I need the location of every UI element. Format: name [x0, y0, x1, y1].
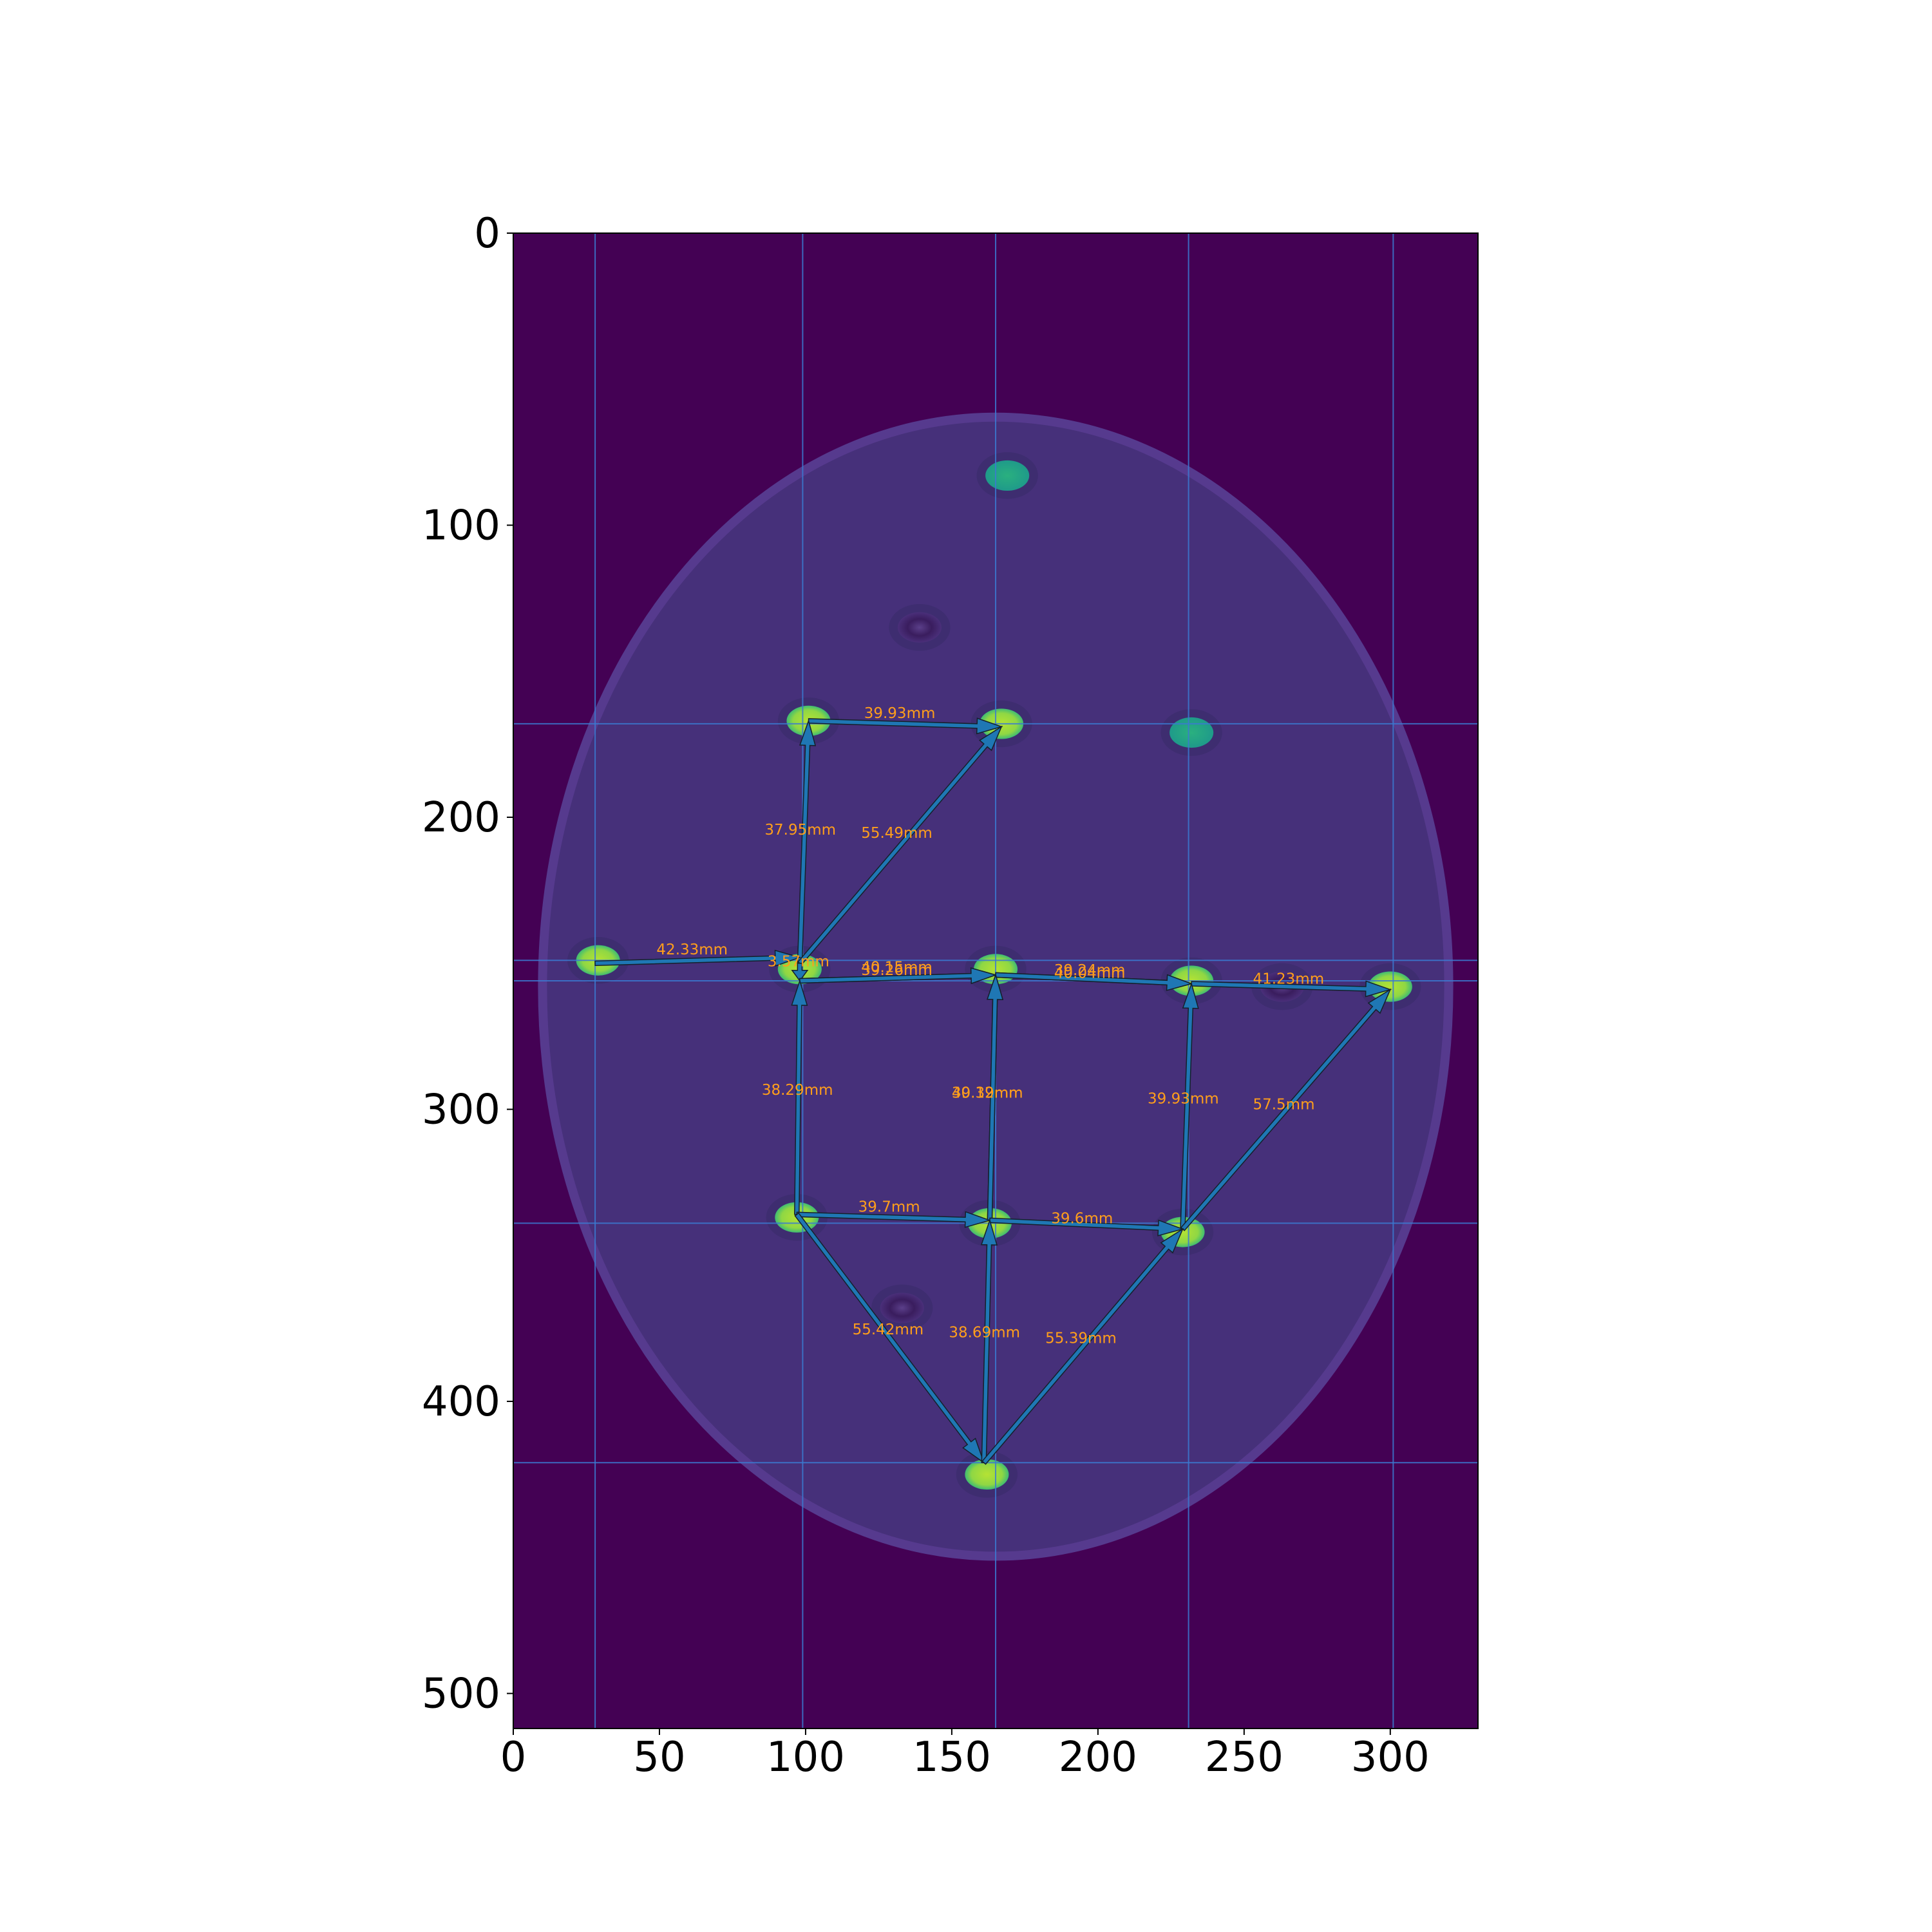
- distance-label: 39.39mm: [952, 1084, 1023, 1101]
- x-tick-label: 50: [633, 1734, 685, 1781]
- distance-arrow: [987, 973, 1004, 1221]
- distance-label: 40.12mm: [952, 1084, 1023, 1101]
- x-tick-label: 150: [913, 1734, 991, 1781]
- distance-arrow: [797, 725, 1003, 966]
- distance-arrow: [1180, 982, 1199, 1230]
- y-axis: 0 100 200 300 400 500: [422, 210, 513, 1718]
- distance-arrow: [594, 949, 802, 967]
- distance-label: 55.49mm: [861, 825, 933, 842]
- distance-arrow: [796, 1211, 992, 1228]
- y-tick-label: 100: [422, 502, 500, 550]
- x-tick-label: 200: [1059, 1734, 1137, 1781]
- distance-arrow: [1180, 988, 1392, 1231]
- distance-label: 39.93mm: [864, 705, 936, 722]
- distance-label: 42.33mm: [656, 942, 728, 958]
- distance-label: 39.26mm: [861, 962, 933, 979]
- distance-label: 38.29mm: [762, 1082, 833, 1099]
- fiducial-marker: [880, 1293, 924, 1323]
- distance-label: 55.42mm: [853, 1321, 924, 1338]
- distance-arrow: [791, 963, 809, 982]
- fiducial-marker: [985, 460, 1030, 491]
- fiducial-marker: [1170, 717, 1214, 748]
- fiducial-marker: [965, 1459, 1009, 1490]
- distance-label: 37.95mm: [764, 822, 836, 838]
- fiducial-marker: [1368, 971, 1412, 1002]
- distance-arrow: [799, 967, 998, 985]
- distance-arrow: [797, 719, 817, 964]
- distance-arrow: [808, 717, 1003, 735]
- distance-arrow: [1191, 980, 1392, 998]
- distance-label: 40.15mm: [861, 959, 933, 976]
- distance-arrow: [980, 1218, 998, 1464]
- guide-line-layer: [513, 233, 1478, 1728]
- y-tick-label: 0: [474, 210, 500, 258]
- distance-label: 55.39mm: [1045, 1330, 1117, 1347]
- x-tick-label: 100: [766, 1734, 845, 1781]
- distance-label: 39.6mm: [1051, 1210, 1113, 1227]
- x-tick-label: 250: [1205, 1734, 1283, 1781]
- y-tick-label: 200: [422, 794, 500, 842]
- x-axis: 0 50 100 150 200 250 300: [500, 1728, 1430, 1781]
- y-tick-label: 400: [422, 1378, 500, 1426]
- distance-label: 38.69mm: [949, 1324, 1020, 1341]
- y-tick-label: 300: [422, 1086, 500, 1134]
- distance-label: 39.7mm: [858, 1198, 920, 1215]
- distance-arrow: [794, 1212, 985, 1464]
- distance-label: 39.93mm: [1148, 1090, 1219, 1107]
- distance-label: 57.5mm: [1253, 1097, 1314, 1113]
- distance-label: 39.24mm: [1054, 962, 1126, 979]
- x-tick-label: 0: [500, 1734, 527, 1781]
- plot-area: 39.93mm 37.95mm 55.49mm 42.33mm 3.57mm 39.26m…: [513, 233, 1478, 1728]
- distance-arrow: [989, 1217, 1184, 1236]
- distance-arrow: [791, 979, 808, 1215]
- distance-label: 3.57mm: [768, 953, 829, 970]
- fiducial-marker: [897, 612, 942, 643]
- distance-label: 40.04mm: [1054, 965, 1126, 981]
- arrow-layer: [594, 717, 1392, 1465]
- distance-arrow: [981, 1227, 1184, 1465]
- distance-label: 41.23mm: [1253, 971, 1324, 988]
- axes-frame: [513, 232, 1479, 1729]
- label-layer: 39.93mm 37.95mm 55.49mm 42.33mm 3.57mm 39.26m…: [656, 705, 1324, 1347]
- distance-arrow: [995, 972, 1193, 991]
- y-tick-label: 500: [422, 1671, 500, 1718]
- x-tick-label: 300: [1351, 1734, 1430, 1781]
